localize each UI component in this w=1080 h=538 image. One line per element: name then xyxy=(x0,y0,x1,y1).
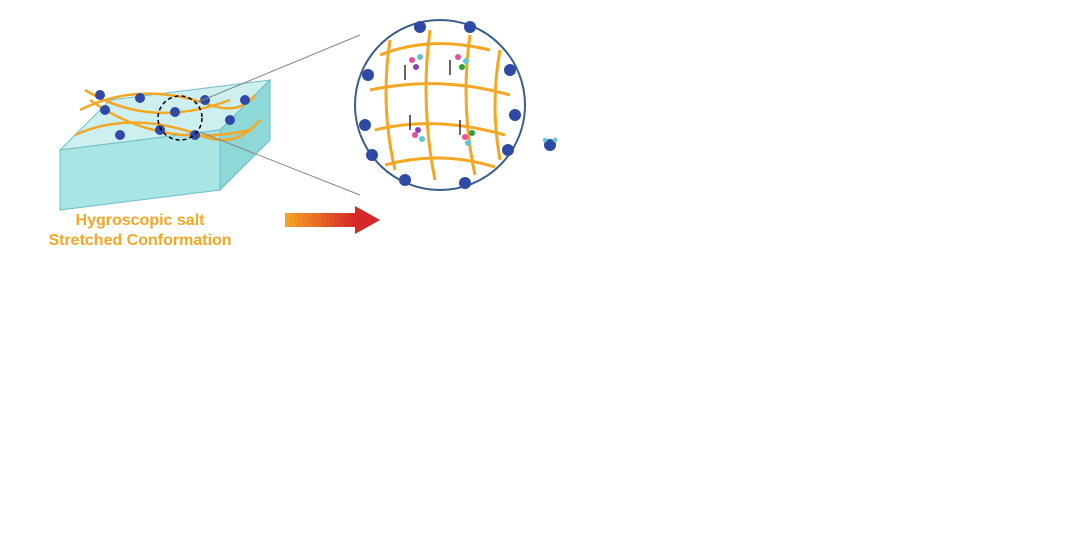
chart-e xyxy=(720,270,1060,520)
panel-d xyxy=(370,270,710,520)
chart-d xyxy=(370,270,710,520)
caption-left-l2: Stretched Conformation xyxy=(48,232,231,249)
panel-b xyxy=(700,10,1060,260)
caption-left-l1: Hygroscopic salt xyxy=(76,212,206,229)
panel-a: Hygroscopic salt Stretched Conformation xyxy=(20,10,680,260)
schematic-illustration: Hygroscopic salt Stretched Conformation xyxy=(20,10,680,260)
chart-b xyxy=(700,10,1060,260)
figure: { "panels": { "a": { "label": "a", "capt… xyxy=(0,0,1080,538)
chart-c xyxy=(20,270,360,520)
panel-e xyxy=(720,270,1060,520)
panel-c xyxy=(20,270,360,520)
